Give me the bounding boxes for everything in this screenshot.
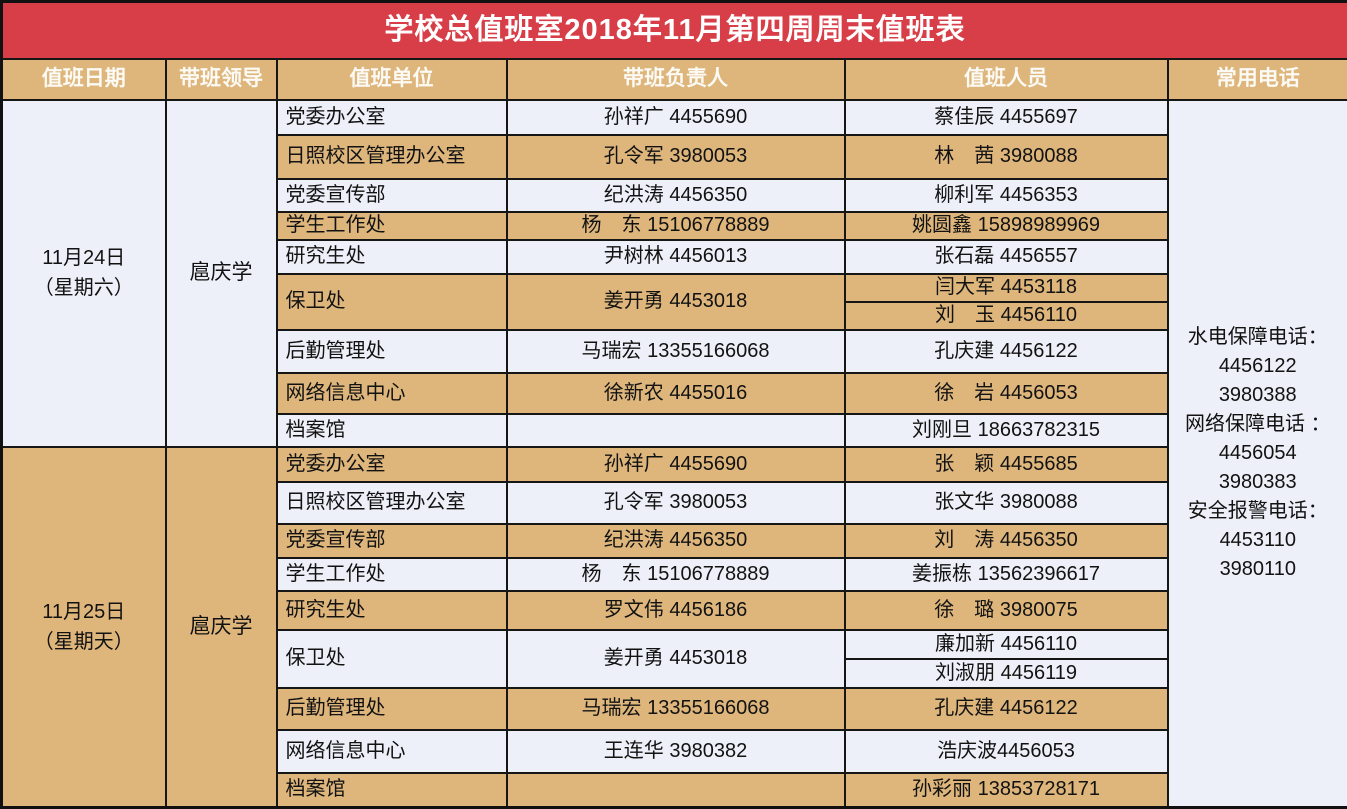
phone-line: 4456054 xyxy=(1175,439,1342,468)
unit-cell: 网络信息中心 xyxy=(277,373,507,414)
manager-cell: 杨 东 15106778889 xyxy=(507,212,845,240)
manager-cell: 姜开勇 4453018 xyxy=(507,274,845,330)
manager-cell: 姜开勇 4453018 xyxy=(507,630,845,688)
staff-cell: 柳利军 4456353 xyxy=(845,179,1168,212)
phone-line: 3980110 xyxy=(1175,555,1342,584)
phone-line: 4453110 xyxy=(1175,526,1342,555)
unit-cell: 学生工作处 xyxy=(277,558,507,591)
unit-cell: 网络信息中心 xyxy=(277,730,507,773)
manager-cell: 马瑞宏 13355166068 xyxy=(507,330,845,373)
unit-cell: 后勤管理处 xyxy=(277,330,507,373)
date-line-2: （星期六） xyxy=(9,273,159,303)
manager-cell: 徐新农 4455016 xyxy=(507,373,845,414)
unit-cell: 党委办公室 xyxy=(277,100,507,135)
staff-cell: 浩庆波4456053 xyxy=(845,730,1168,773)
unit-cell: 党委办公室 xyxy=(277,447,507,482)
phones-cell: 水电保障电话： 4456122 3980388 网络保障电话 ： 4456054… xyxy=(1168,100,1347,808)
phone-line: 3980388 xyxy=(1175,381,1342,410)
phone-line: 网络保障电话 ： xyxy=(1175,410,1342,439)
manager-cell xyxy=(507,773,845,808)
unit-cell: 党委宣传部 xyxy=(277,524,507,558)
unit-cell: 档案馆 xyxy=(277,773,507,808)
header-duty-manager: 带班负责人 xyxy=(507,59,845,100)
unit-cell: 党委宣传部 xyxy=(277,179,507,212)
staff-cell: 林 茜 3980088 xyxy=(845,135,1168,179)
staff-cell: 廉加新 4456110 xyxy=(845,630,1168,659)
staff-cell: 姜振栋 13562396617 xyxy=(845,558,1168,591)
staff-cell: 刘刚旦 18663782315 xyxy=(845,414,1168,447)
staff-cell: 张 颖 4455685 xyxy=(845,447,1168,482)
phone-line: 安全报警电话： xyxy=(1175,497,1342,526)
manager-cell xyxy=(507,414,845,447)
unit-cell: 研究生处 xyxy=(277,591,507,630)
page-title: 学校总值班室2018年11月第四周周末值班表 xyxy=(2,2,1347,59)
unit-cell: 保卫处 xyxy=(277,630,507,688)
staff-cell: 刘 玉 4456110 xyxy=(845,302,1168,330)
staff-cell: 孔庆建 4456122 xyxy=(845,330,1168,373)
unit-cell: 保卫处 xyxy=(277,274,507,330)
staff-cell: 刘 涛 4456350 xyxy=(845,524,1168,558)
staff-cell: 张文华 3980088 xyxy=(845,482,1168,524)
phone-line: 4456122 xyxy=(1175,352,1342,381)
phone-line: 3980383 xyxy=(1175,468,1342,497)
duty-date-cell: 11月25日 （星期天） xyxy=(2,447,166,808)
unit-cell: 档案馆 xyxy=(277,414,507,447)
manager-cell: 王连华 3980382 xyxy=(507,730,845,773)
staff-cell: 徐 璐 3980075 xyxy=(845,591,1168,630)
staff-cell: 孙彩丽 13853728171 xyxy=(845,773,1168,808)
manager-cell: 孙祥广 4455690 xyxy=(507,100,845,135)
manager-cell: 孔令军 3980053 xyxy=(507,135,845,179)
manager-cell: 罗文伟 4456186 xyxy=(507,591,845,630)
manager-cell: 纪洪涛 4456350 xyxy=(507,524,845,558)
unit-cell: 研究生处 xyxy=(277,240,507,274)
staff-cell: 徐 岩 4456053 xyxy=(845,373,1168,414)
duty-date-cell: 11月24日 （星期六） xyxy=(2,100,166,447)
header-duty-date: 值班日期 xyxy=(2,59,166,100)
staff-cell: 蔡佳辰 4455697 xyxy=(845,100,1168,135)
staff-cell: 孔庆建 4456122 xyxy=(845,688,1168,730)
unit-cell: 后勤管理处 xyxy=(277,688,507,730)
staff-cell: 张石磊 4456557 xyxy=(845,240,1168,274)
header-duty-unit: 值班单位 xyxy=(277,59,507,100)
leader-cell: 扈庆学 xyxy=(166,100,277,447)
manager-cell: 孔令军 3980053 xyxy=(507,482,845,524)
date-line-1: 11月24日 xyxy=(9,243,159,273)
staff-cell: 刘淑朋 4456119 xyxy=(845,659,1168,688)
header-duty-staff: 值班人员 xyxy=(845,59,1168,100)
header-common-phones: 常用电话 xyxy=(1168,59,1347,100)
header-duty-leader: 带班领导 xyxy=(166,59,277,100)
manager-cell: 孙祥广 4455690 xyxy=(507,447,845,482)
manager-cell: 马瑞宏 13355166068 xyxy=(507,688,845,730)
manager-cell: 杨 东 15106778889 xyxy=(507,558,845,591)
leader-cell: 扈庆学 xyxy=(166,447,277,808)
date-line-2: （星期天） xyxy=(9,627,159,657)
date-line-1: 11月25日 xyxy=(9,597,159,627)
unit-cell: 日照校区管理办公室 xyxy=(277,135,507,179)
unit-cell: 日照校区管理办公室 xyxy=(277,482,507,524)
manager-cell: 纪洪涛 4456350 xyxy=(507,179,845,212)
phone-line: 水电保障电话： xyxy=(1175,323,1342,352)
manager-cell: 尹树林 4456013 xyxy=(507,240,845,274)
unit-cell: 学生工作处 xyxy=(277,212,507,240)
staff-cell: 姚圆鑫 15898989969 xyxy=(845,212,1168,240)
staff-cell: 闫大军 4453118 xyxy=(845,274,1168,302)
